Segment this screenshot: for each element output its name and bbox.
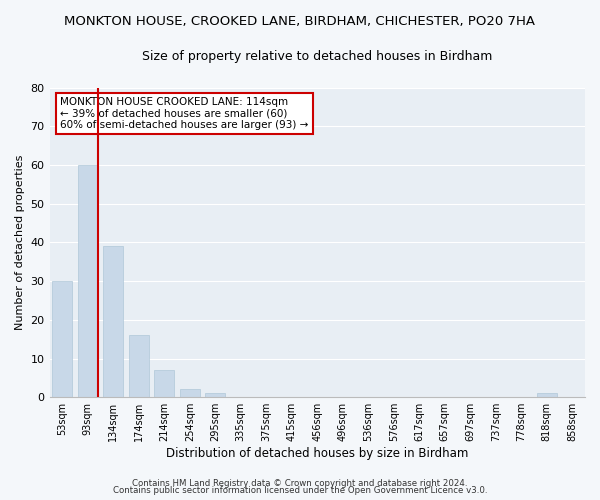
Bar xyxy=(128,336,149,397)
Text: Contains HM Land Registry data © Crown copyright and database right 2024.: Contains HM Land Registry data © Crown c… xyxy=(132,478,468,488)
Bar xyxy=(52,281,73,397)
Bar xyxy=(179,390,200,397)
Text: MONKTON HOUSE, CROOKED LANE, BIRDHAM, CHICHESTER, PO20 7HA: MONKTON HOUSE, CROOKED LANE, BIRDHAM, CH… xyxy=(65,15,536,28)
Title: Size of property relative to detached houses in Birdham: Size of property relative to detached ho… xyxy=(142,50,493,63)
Bar xyxy=(103,246,124,397)
Y-axis label: Number of detached properties: Number of detached properties xyxy=(15,155,25,330)
Bar xyxy=(536,394,557,397)
X-axis label: Distribution of detached houses by size in Birdham: Distribution of detached houses by size … xyxy=(166,447,469,460)
Text: MONKTON HOUSE CROOKED LANE: 114sqm
← 39% of detached houses are smaller (60)
60%: MONKTON HOUSE CROOKED LANE: 114sqm ← 39%… xyxy=(60,97,308,130)
Text: Contains public sector information licensed under the Open Government Licence v3: Contains public sector information licen… xyxy=(113,486,487,495)
Bar xyxy=(205,394,226,397)
Bar xyxy=(77,165,98,397)
Bar xyxy=(154,370,175,397)
